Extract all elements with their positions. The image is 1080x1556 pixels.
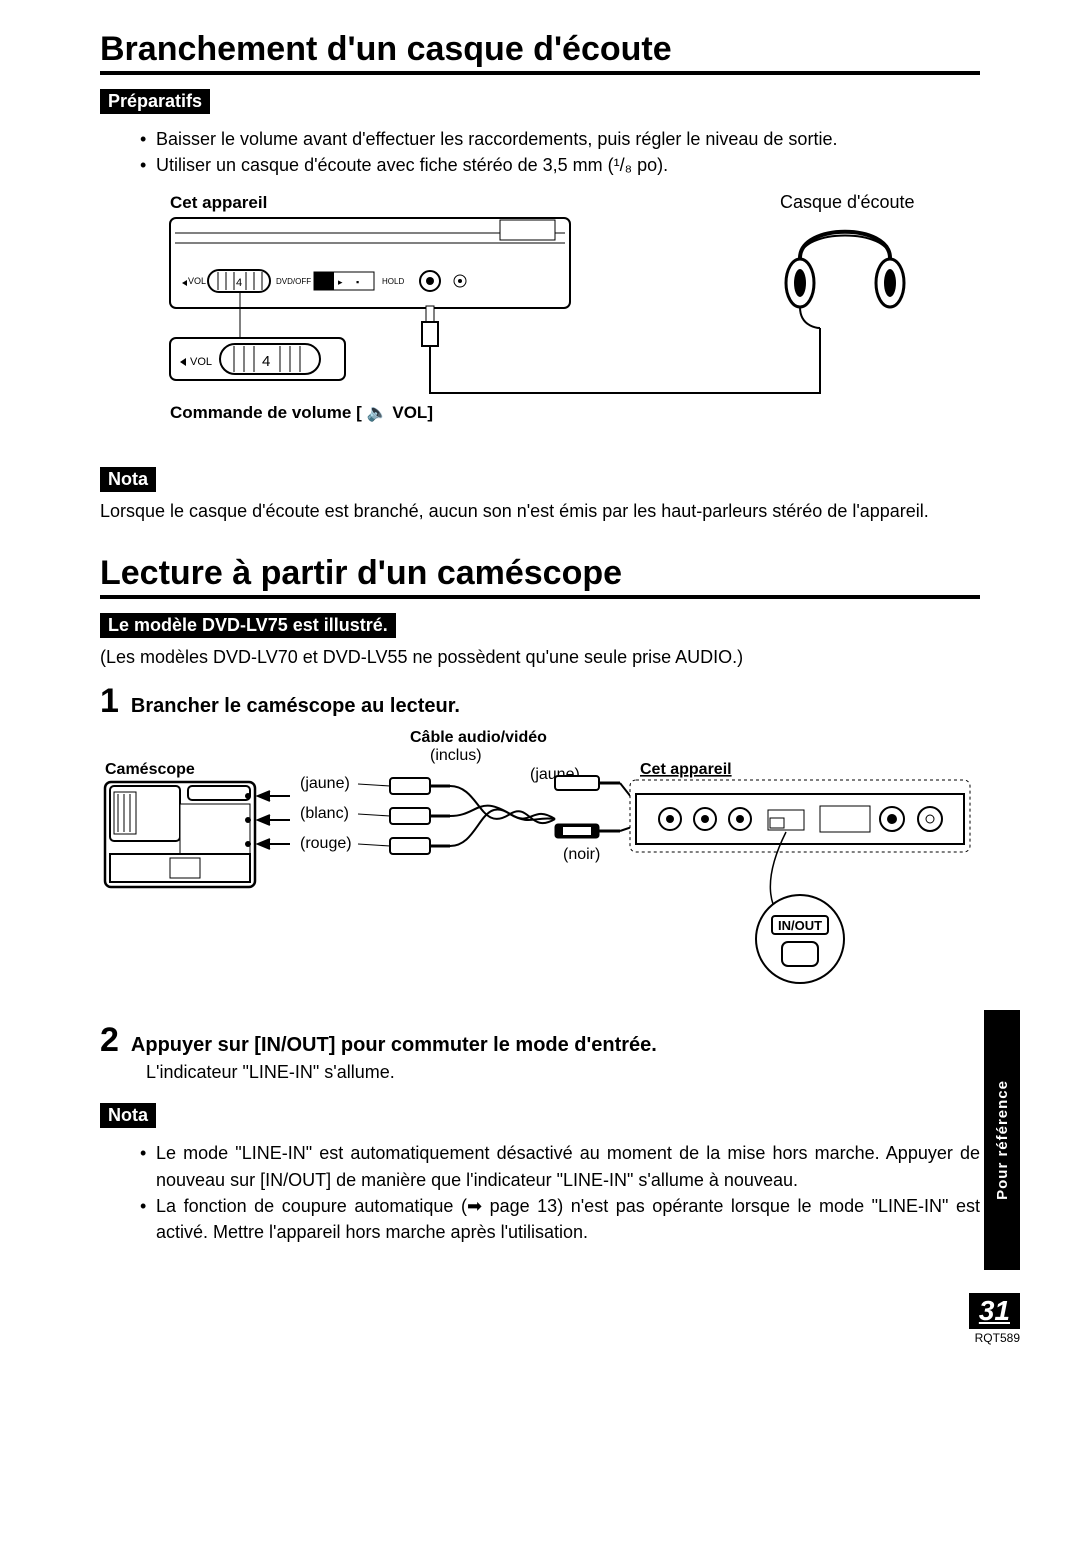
svg-text:4: 4 <box>236 277 242 289</box>
svg-text:(jaune): (jaune) <box>300 775 350 792</box>
cable-twist <box>450 786 555 846</box>
av-cables-left <box>258 791 290 849</box>
nota2-bullet-1: Le mode "LINE-IN" est automatiquement dé… <box>140 1140 980 1192</box>
step2-number: 2 <box>100 1023 119 1057</box>
svg-text:VOL: VOL <box>190 356 212 368</box>
svg-text:Caméscope: Caméscope <box>105 761 195 778</box>
section2-title: Lecture à partir d'un caméscope <box>100 554 980 599</box>
camcorder-icon <box>105 782 255 887</box>
side-tab-label: Pour référence <box>994 1080 1011 1200</box>
diag1-device-label: Cet appareil <box>170 193 267 212</box>
svg-text:(inclus): (inclus) <box>430 747 482 764</box>
camcorder-diagram: Câble audio/vidéo (inclus) Caméscope <box>100 724 980 1009</box>
svg-text:4: 4 <box>262 353 270 370</box>
svg-text:▸: ▸ <box>338 277 343 287</box>
headphones-icon <box>786 232 904 328</box>
section1-title: Branchement d'un casque d'écoute <box>100 30 980 75</box>
page-number-box: 31 RQT589 <box>969 1293 1020 1345</box>
step1-title: Brancher le caméscope au lecteur. <box>131 695 460 718</box>
svg-text:▪: ▪ <box>356 277 359 287</box>
svg-text:DVD/OFF: DVD/OFF <box>276 277 311 286</box>
diag1-caption: Commande de volume [ 🔈 VOL] <box>170 403 433 423</box>
side-tab: Pour référence <box>984 1010 1020 1270</box>
doc-code: RQT589 <box>969 1331 1020 1345</box>
inout-callout: IN/OUT <box>756 832 844 983</box>
svg-text:(noir): (noir) <box>563 846 600 863</box>
player-side-panel: Cet appareil <box>630 761 970 852</box>
svg-text:VOL: VOL <box>188 276 206 286</box>
svg-text:Câble audio/vidéo: Câble audio/vidéo <box>410 729 547 746</box>
step2-title: Appuyer sur [IN/OUT] pour commuter le mo… <box>131 1034 657 1057</box>
preparatifs-list: Baisser le volume avant d'effectuer les … <box>100 126 980 178</box>
diag1-headphones-label: Casque d'écoute <box>780 192 915 212</box>
prep-bullet-2: Utiliser un casque d'écoute avec fiche s… <box>140 152 980 178</box>
step1-number: 1 <box>100 684 119 718</box>
rca-plugs <box>358 778 450 854</box>
preparatifs-label: Préparatifs <box>100 89 210 114</box>
nota2-label: Nota <box>100 1103 156 1128</box>
svg-text:(blanc): (blanc) <box>300 805 349 822</box>
device-side-panel: VOL 4 DVD/OFF ▸ ▪ HOLD <box>170 218 570 308</box>
headphone-diagram: Cet appareil Casque d'écoute VOL <box>100 188 980 453</box>
nota2-bullet-2: La fonction de coupure automatique (➡ pa… <box>140 1193 980 1245</box>
nota2-list: Le mode "LINE-IN" est automatiquement dé… <box>100 1140 980 1244</box>
model-note: (Les modèles DVD-LV70 et DVD-LV55 ne pos… <box>100 644 980 670</box>
svg-text:IN/OUT: IN/OUT <box>778 918 822 933</box>
headphone-cable <box>422 306 820 393</box>
svg-text:(rouge): (rouge) <box>300 835 352 852</box>
prep-bullet-1: Baisser le volume avant d'effectuer les … <box>140 126 980 152</box>
nota1-text: Lorsque le casque d'écoute est branché, … <box>100 498 980 524</box>
svg-text:Cet appareil: Cet appareil <box>640 761 732 778</box>
model-label: Le modèle DVD-LV75 est illustré. <box>100 613 396 638</box>
nota1-label: Nota <box>100 467 156 492</box>
svg-text:HOLD: HOLD <box>382 277 404 286</box>
step2-sub: L'indicateur "LINE-IN" s'allume. <box>146 1059 980 1085</box>
page-number: 31 <box>969 1293 1020 1329</box>
